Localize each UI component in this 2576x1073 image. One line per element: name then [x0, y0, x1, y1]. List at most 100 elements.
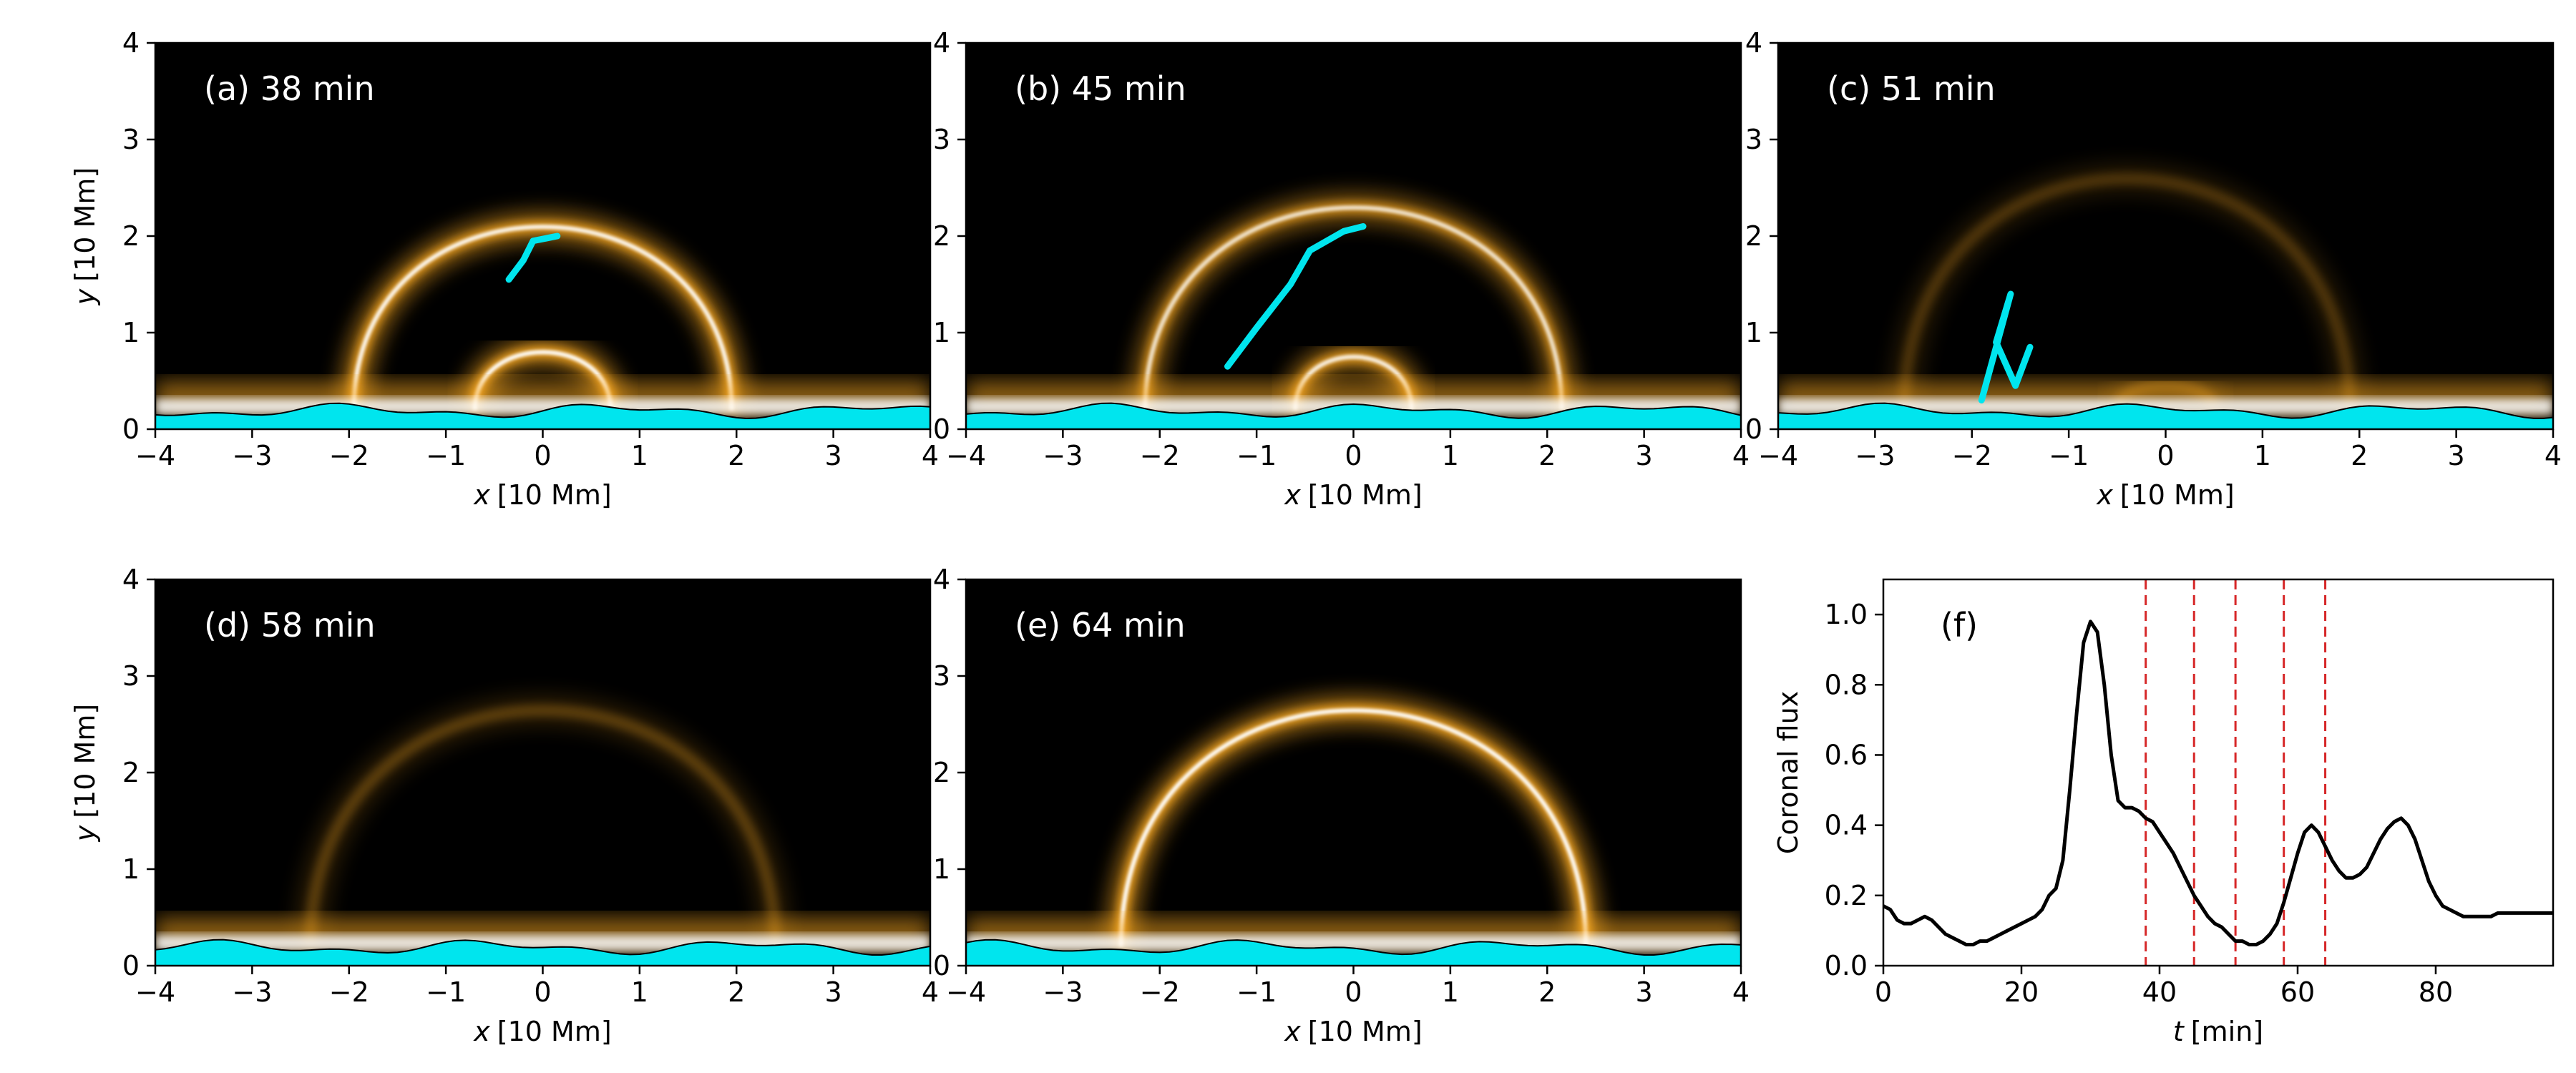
ytick-label-f-0: 0.0 [1825, 950, 1868, 981]
ytick-label-e-0: 0 [933, 950, 950, 981]
ytick-label-d-1: 1 [122, 853, 140, 885]
xtick-label-a-4: 0 [534, 440, 551, 471]
xtick-label-a-7: 3 [825, 440, 842, 471]
ylabel-unit-d: [10 Mm] [69, 704, 101, 818]
ytick-label-c-0: 0 [1745, 413, 1762, 445]
xtick-label-e-8: 4 [1732, 976, 1750, 1008]
ytick-label-f-4: 0.8 [1825, 669, 1868, 700]
panel-e-chromosphere [966, 939, 1741, 966]
panel-e-heatmap: −4 −3 −2 −1 0 1 2 3 4 0 1 2 3 4 x [10 Mm] (e) 64 min [933, 564, 1750, 1047]
ytick-label-c-1: 1 [1745, 317, 1762, 348]
xlabel-unit-e: [10 Mm] [1308, 1016, 1423, 1047]
ytick-label-d-2: 2 [122, 757, 140, 788]
xtick-label-f-1: 20 [2004, 976, 2039, 1008]
xtick-label-d-8: 4 [922, 976, 939, 1008]
xtick-label-d-2: −2 [329, 976, 369, 1008]
xtick-label-d-5: 1 [631, 976, 648, 1008]
panel-label-b: (b) 45 min [1015, 69, 1186, 108]
xtick-label-b-8: 4 [1732, 440, 1750, 471]
xtick-label-d-7: 3 [825, 976, 842, 1008]
xlabel-b: x [10 Mm] [1284, 479, 1422, 511]
xlabel-e: x [10 Mm] [1284, 1016, 1422, 1047]
panel-a-cool-feature [505, 232, 561, 283]
xtick-label-b-6: 2 [1538, 440, 1556, 471]
panel-b-cool-feature [1224, 223, 1367, 370]
xtick-label-c-7: 3 [2448, 440, 2465, 471]
panel-a-chromosphere [155, 402, 930, 429]
xtick-label-b-1: −3 [1043, 440, 1083, 471]
ytick-label-b-4: 4 [933, 27, 950, 59]
xtick-label-c-3: −1 [2049, 440, 2089, 471]
xtick-label-e-7: 3 [1636, 976, 1653, 1008]
panel-e-background [966, 579, 1741, 966]
ytick-label-c-4: 4 [1745, 27, 1762, 59]
ytick-label-e-2: 2 [933, 757, 950, 788]
panel-f-frame [1882, 578, 2555, 967]
xtick-label-d-0: −4 [135, 976, 175, 1008]
xtick-label-f-3: 60 [2280, 976, 2315, 1008]
xtick-label-b-2: −2 [1140, 440, 1180, 471]
ytick-label-a-4: 4 [122, 27, 140, 59]
ytick-label-a-1: 1 [122, 317, 140, 348]
xtick-label-b-4: 0 [1345, 440, 1362, 471]
panel-b-chromosphere [966, 402, 1741, 429]
xlabel-c: x [10 Mm] [2096, 479, 2234, 511]
xtick-label-a-3: −1 [426, 440, 466, 471]
panel-f-line-chart: 0 20 40 60 80 0.0 0.2 0.4 0.6 0.8 1.0 t [min] Coronal… [1772, 578, 2555, 1047]
xlabel-unit-b: [10 Mm] [1308, 479, 1423, 511]
ytick-label-a-2: 2 [122, 220, 140, 252]
xtick-label-c-4: 0 [2157, 440, 2174, 471]
panel-label-c: (c) 51 min [1827, 69, 1996, 108]
loop-d-0-body [304, 705, 781, 947]
xtick-label-e-0: −4 [946, 976, 986, 1008]
ytick-label-a-0: 0 [122, 413, 140, 445]
panel-c-heatmap: −4 −3 −2 −1 0 1 2 3 4 0 1 2 3 4 x [10 Mm] (c) 51 min [1745, 27, 2562, 511]
ytick-label-b-2: 2 [933, 220, 950, 252]
ytick-label-c-3: 3 [1745, 124, 1762, 155]
panel-label-d: (d) 58 min [204, 606, 376, 645]
panel-d-chromosphere [155, 939, 930, 966]
xtick-label-e-6: 2 [1538, 976, 1556, 1008]
xtick-label-d-1: −3 [232, 976, 272, 1008]
xtick-label-c-1: −3 [1855, 440, 1895, 471]
xlabel-unit-a: [10 Mm] [497, 479, 612, 511]
xlabel-a: x [10 Mm] [473, 479, 611, 511]
panel-label-e: (e) 64 min [1015, 606, 1186, 645]
xtick-label-b-7: 3 [1636, 440, 1653, 471]
xtick-label-e-5: 1 [1442, 976, 1459, 1008]
loop-a-0-core [351, 225, 734, 411]
ytick-label-a-3: 3 [122, 124, 140, 155]
xtick-label-c-5: 1 [2254, 440, 2271, 471]
loop-e-0-core [1118, 708, 1589, 947]
xtick-label-f-4: 80 [2419, 976, 2453, 1008]
ylabel-var-a: y [69, 288, 101, 305]
xtick-label-e-4: 0 [1345, 976, 1362, 1008]
ylabel-unit-a: [10 Mm] [69, 167, 101, 282]
xtick-label-e-2: −2 [1140, 976, 1180, 1008]
loop-b-0-core [1143, 205, 1564, 411]
xtick-label-b-0: −4 [946, 440, 986, 471]
panel-b-heatmap: −4 −3 −2 −1 0 1 2 3 4 0 1 2 3 4 x [10 Mm] (b) 45 min [933, 27, 1750, 511]
ytick-label-f-5: 1.0 [1825, 599, 1868, 630]
ytick-label-b-1: 1 [933, 317, 950, 348]
xtick-label-a-0: −4 [135, 440, 175, 471]
ylabel-var-d: y [69, 825, 101, 842]
xlabel-unit-c: [10 Mm] [2120, 479, 2235, 511]
xlabel-unit-f: [min] [2191, 1016, 2263, 1047]
xlabel-unit-d: [10 Mm] [497, 1016, 612, 1047]
xlabel-var-b: x [1284, 479, 1301, 511]
panel-c-chromosphere [1778, 402, 2553, 429]
xlabel-var-a: x [473, 479, 490, 511]
xtick-label-f-2: 40 [2142, 976, 2177, 1008]
xlabel-f: t [min] [2173, 1016, 2263, 1047]
xlabel-d: x [10 Mm] [473, 1016, 611, 1047]
xtick-label-a-8: 4 [922, 440, 939, 471]
ytick-label-b-0: 0 [933, 413, 950, 445]
xtick-label-f-0: 0 [1875, 976, 1892, 1008]
xtick-label-e-3: −1 [1236, 976, 1277, 1008]
ytick-label-b-3: 3 [933, 124, 950, 155]
ytick-label-f-3: 0.6 [1825, 739, 1868, 770]
panel-c-cool-feature [1978, 290, 2034, 403]
